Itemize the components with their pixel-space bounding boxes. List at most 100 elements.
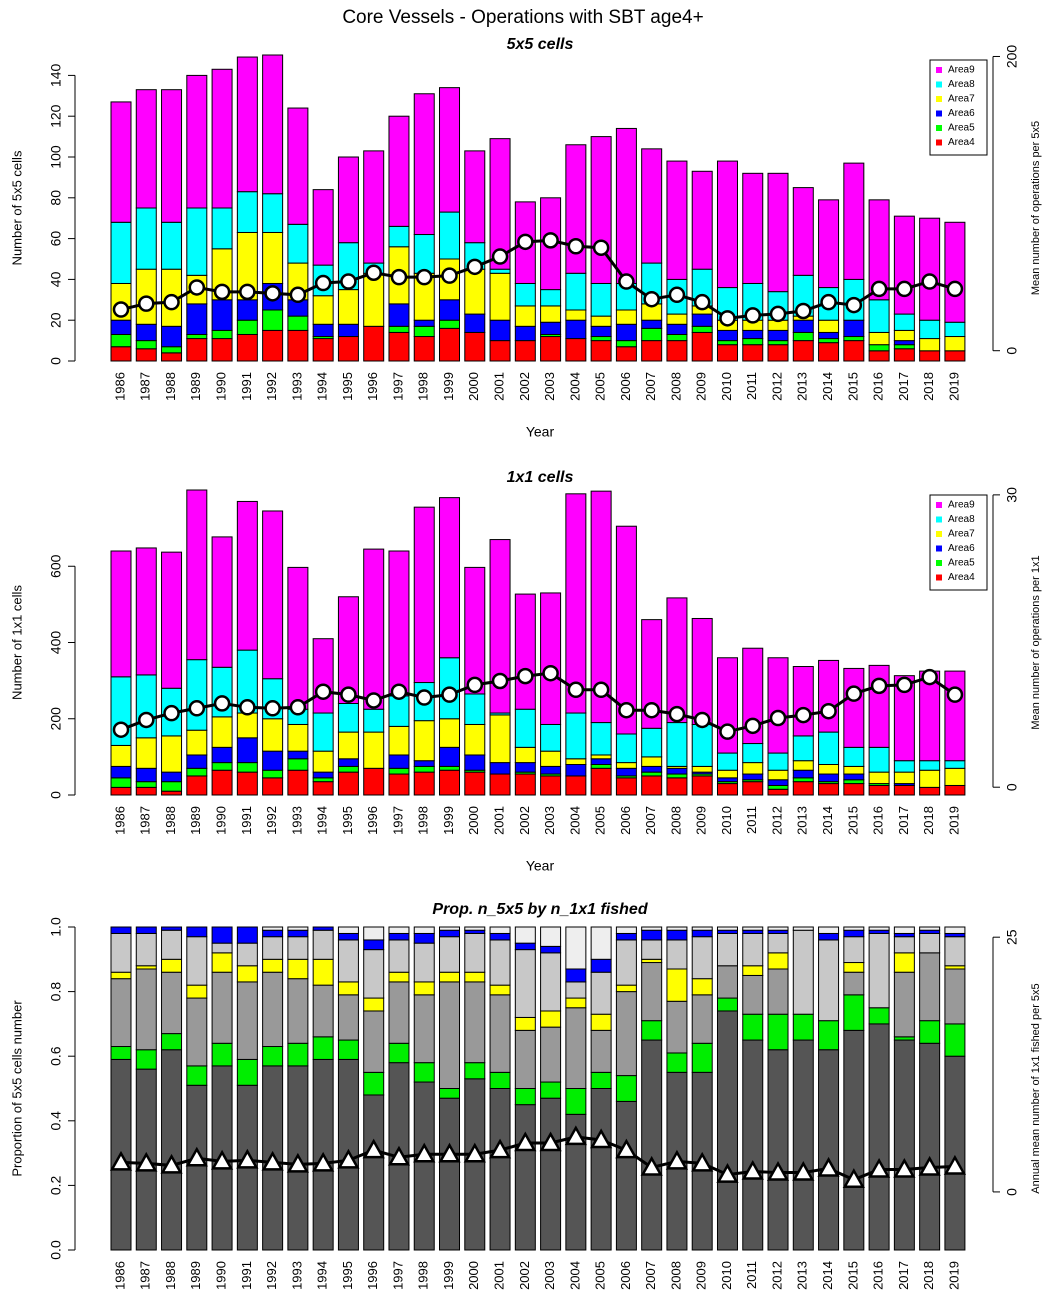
x-tick-label: 1993 (289, 1261, 304, 1290)
bar-segment (565, 758, 587, 765)
bar-segment (135, 781, 157, 788)
bar-segment (388, 939, 410, 973)
bar-segment (565, 319, 587, 340)
line-marker (766, 1161, 790, 1181)
x-tick-label: 2015 (845, 806, 860, 835)
bar-segment (110, 777, 132, 788)
x-tick-label: 2007 (643, 372, 658, 401)
line-marker (719, 723, 736, 740)
line-marker (943, 1154, 967, 1175)
line-marker (517, 233, 534, 251)
y-tick-label: 600 (48, 554, 64, 578)
bar-segment (211, 68, 233, 209)
bar-segment (944, 767, 966, 786)
bar-segment (186, 338, 208, 362)
bar-segment (236, 737, 258, 764)
bar-segment (742, 1039, 764, 1251)
bar-segment (439, 1088, 461, 1099)
bar-segment (135, 323, 157, 342)
line-marker (744, 717, 761, 735)
bar-segment (843, 994, 865, 1031)
bar-segment (161, 771, 183, 783)
line-marker (340, 273, 357, 290)
bar-segment (818, 331, 840, 340)
bar-segment (186, 767, 208, 777)
panel-title: 5x5 cells (507, 36, 574, 53)
bar-segment (818, 1020, 840, 1051)
line-marker (390, 268, 408, 286)
line-marker (491, 672, 509, 690)
x-tick-label: 2016 (871, 806, 886, 835)
line-marker (618, 701, 635, 719)
x-tick-label: 2008 (668, 806, 683, 835)
bar-segment (792, 187, 814, 276)
bar-segment (489, 714, 511, 764)
bar-segment (919, 760, 941, 771)
bar-segment (716, 1010, 738, 1251)
bar-segment (540, 336, 562, 362)
bar-segment (439, 497, 461, 659)
line-marker (592, 239, 610, 256)
bar-segment (312, 323, 334, 338)
line-marker (691, 1151, 714, 1172)
bar-segment (236, 762, 258, 773)
bar-segment (691, 994, 713, 1044)
bar-segment (590, 926, 612, 960)
bar-segment (211, 769, 233, 796)
bar-segment (439, 211, 461, 260)
x-tick-label: 1994 (315, 806, 330, 835)
legend-label: Area9 (948, 500, 975, 511)
x-tick-label: 1986 (112, 372, 127, 401)
legend-swatch (936, 560, 942, 566)
y2-tick-label: 0 (1004, 1188, 1020, 1196)
bar-segment (388, 1042, 410, 1064)
line-marker (312, 1151, 335, 1172)
bar-segment (439, 327, 461, 362)
y-tick-label: 60 (48, 231, 64, 247)
bar-segment (565, 997, 587, 1009)
bar-segment (287, 329, 309, 362)
bar-segment (944, 350, 966, 362)
bar-segment (843, 746, 865, 767)
bar-segment (110, 786, 132, 796)
bar-segment (818, 783, 840, 796)
line-marker (463, 1142, 486, 1163)
y-tick-label: 80 (48, 190, 64, 206)
x-tick-label: 1987 (138, 372, 153, 401)
bar-segment (540, 1026, 562, 1083)
bar-segment (641, 1020, 663, 1041)
bar-segment (262, 936, 284, 960)
bar-segment (413, 942, 435, 983)
bar-segment (363, 939, 385, 951)
bar-segment (514, 746, 536, 764)
bar-segment (767, 657, 789, 754)
bar-segment (312, 781, 334, 796)
bar-segment (388, 725, 410, 756)
line-marker (264, 285, 281, 302)
bar-segment (919, 952, 941, 1022)
bar-segment (691, 936, 713, 980)
line-marker (921, 273, 938, 290)
bar-segment (540, 1081, 562, 1099)
x-tick-label: 1996 (365, 1261, 380, 1290)
bar-segment (514, 949, 536, 1018)
x-tick-label: 1998 (416, 806, 431, 835)
bar-segment (489, 926, 511, 934)
bar-segment (893, 952, 915, 973)
bar-segment (135, 547, 157, 676)
bar-segment (666, 926, 688, 931)
x-tick-label: 2005 (593, 806, 608, 835)
bar-segment (716, 965, 738, 999)
bar-segment (919, 217, 941, 321)
bar-segment (818, 932, 840, 941)
line-marker (845, 685, 863, 702)
bar-segment (211, 1042, 233, 1067)
bar-segment (691, 331, 713, 362)
line-marker (390, 683, 408, 700)
y2-tick-label: 25 (1004, 929, 1020, 945)
line-marker (693, 711, 711, 729)
bar-segment (843, 783, 865, 796)
bar-segment (944, 968, 966, 1025)
bar-segment (843, 336, 865, 342)
bar-segment (236, 771, 258, 796)
